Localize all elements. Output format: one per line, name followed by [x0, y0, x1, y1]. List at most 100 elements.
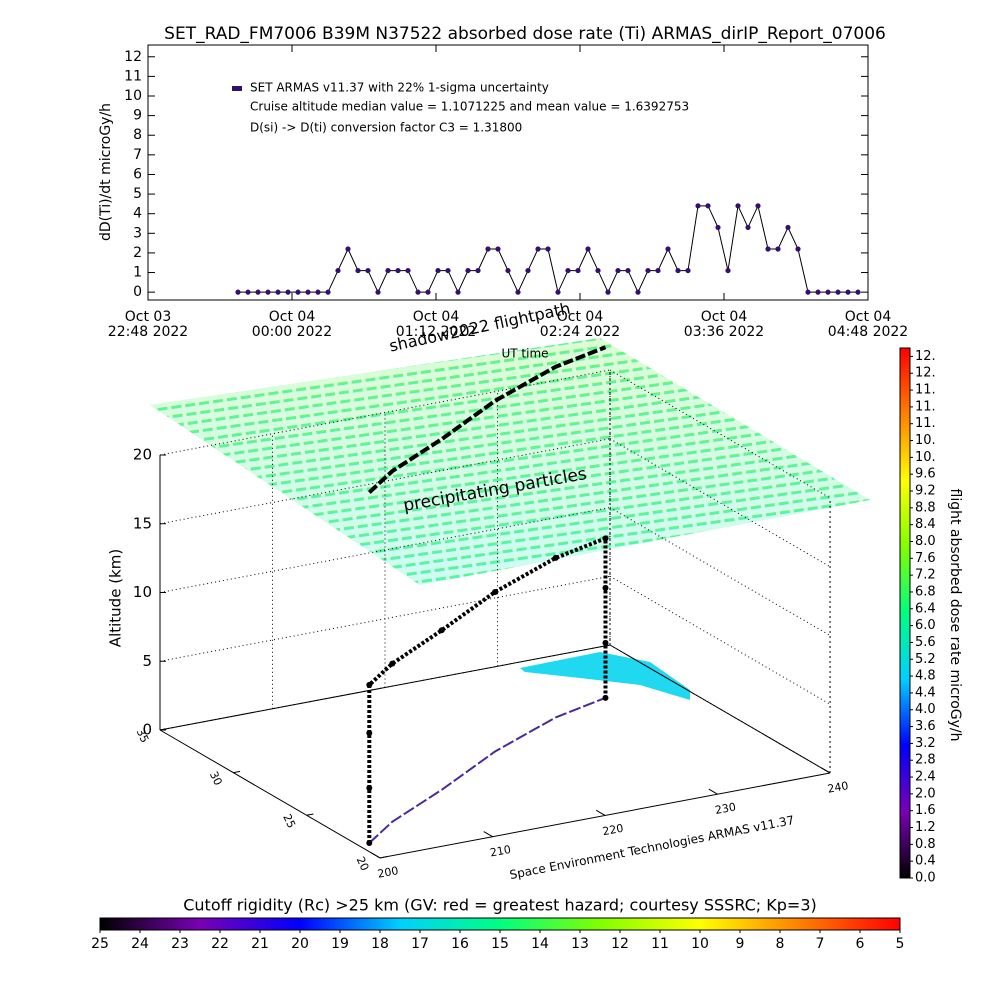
data-point [605, 289, 611, 295]
colorbar-tick-label: 7 [816, 936, 825, 952]
flight-path [367, 535, 608, 844]
data-point [835, 289, 841, 295]
data-point [745, 224, 751, 231]
data-point [365, 267, 371, 274]
colorbar-tick-label: 7.2 [915, 568, 936, 583]
colorbar-tick-label: 22 [211, 936, 229, 952]
colorbar-tick-label: 15 [491, 936, 509, 952]
colorbar-tick-label: 6 [856, 936, 865, 952]
flight-point [438, 627, 445, 634]
data-point [855, 289, 861, 295]
colorbar-tick-label: 12. [915, 366, 936, 381]
x-tick-label: Oct 04 [413, 309, 460, 325]
data-point [575, 267, 581, 274]
y-tick-label: 4 [133, 206, 142, 222]
flight-point [602, 535, 609, 542]
annotation: UT time [501, 347, 548, 361]
sheet-shadow [367, 345, 607, 494]
data-point [635, 289, 641, 295]
grid-line [609, 575, 831, 705]
y-tick-label: 7 [133, 147, 142, 163]
colorbar-tick-label: 1.6 [915, 803, 936, 818]
data-point [245, 289, 251, 295]
data-point [735, 203, 741, 209]
colorbar-tick-label: 25 [91, 936, 109, 952]
colorbar-tick-label: 9.6 [915, 467, 936, 482]
colorbar-tick-label: 8.8 [915, 500, 936, 515]
colorbar-tick-label: 8.4 [915, 517, 936, 532]
colorbar-tick-label: 18 [371, 936, 389, 952]
data-point [805, 289, 811, 295]
data-point [845, 289, 851, 295]
y-tick-label: 12 [124, 49, 142, 65]
y-axis-label: dD(Ti)/dt microGy/h [98, 103, 114, 241]
colorbar [99, 917, 901, 931]
y-tick-label: 11 [124, 68, 142, 84]
data-point [655, 267, 661, 274]
x-tick-label: 02:24 2022 [540, 324, 620, 340]
flight-point [366, 681, 373, 688]
colorbar-tick-label: 6.8 [915, 584, 936, 599]
data-point [765, 246, 771, 252]
flight-point [366, 840, 373, 847]
flight-point [552, 554, 559, 561]
data-point [475, 267, 481, 274]
x-tick-label: 200 [376, 864, 399, 880]
data-point [455, 289, 461, 295]
data-point [595, 267, 601, 274]
colorbar-tick-label: 10. [915, 433, 936, 448]
grid-line [609, 369, 831, 499]
y-tick-label: 1 [133, 265, 142, 281]
data-point [385, 267, 391, 274]
y-tick [233, 770, 241, 774]
colorbar-tick-label: 21 [251, 936, 269, 952]
x-tick-label: 220 [601, 822, 624, 838]
x-tick [483, 831, 493, 838]
flight-point [366, 730, 373, 737]
y-tick-label: 10 [124, 88, 142, 104]
data-point [505, 267, 511, 274]
particle-sheet-texture [150, 338, 870, 585]
z-tick-label: 5 [142, 652, 152, 670]
flight-point [602, 694, 609, 701]
colorbar-tick-label: 13 [571, 936, 589, 952]
colorbar-tick-label: 11. [915, 416, 936, 431]
x-tick-label: Oct 04 [557, 309, 604, 325]
y-tick-label: 2 [133, 245, 142, 261]
flight-point [366, 785, 373, 792]
x-tick [595, 809, 606, 816]
grid-line [159, 369, 611, 456]
data-point [465, 267, 471, 274]
colorbar-tick-label: 5.6 [915, 635, 936, 650]
data-point [425, 289, 431, 295]
y-tick-label: 0 [133, 284, 142, 300]
x-tick-label: 22:48 2022 [108, 324, 188, 340]
colorbar-tick-label: 2.0 [915, 786, 936, 801]
floor-shadow [368, 696, 606, 844]
data-point [555, 289, 561, 295]
z-tick-label: 20 [133, 446, 152, 464]
data-point [815, 289, 821, 295]
colorbar-label: flight absorbed dose rate microGy/h [947, 489, 963, 742]
data-point [255, 289, 261, 295]
colorbar-tick-label: 2.8 [915, 753, 936, 768]
z-tick-label: 10 [133, 583, 152, 601]
data-point [325, 289, 331, 295]
colorbar-tick-label: 16 [451, 936, 469, 952]
colorbar-tick-label: 11. [915, 383, 936, 398]
annotation: Cruise altitude median value = 1.1071225… [250, 100, 689, 114]
y-tick-label: 30 [207, 769, 225, 787]
colorbar-tick-label: 10. [915, 450, 936, 465]
colorbar-tick-label: 4.0 [915, 702, 936, 717]
y-tick [306, 813, 314, 816]
colorbar-tick-label: 12 [611, 936, 629, 952]
data-point [775, 246, 781, 252]
x-tick-label: Oct 03 [125, 309, 171, 325]
data-point [495, 246, 501, 252]
colorbar-tick-label: 14 [531, 936, 549, 952]
colorbar-tick-label: 9 [736, 936, 745, 952]
data-point [665, 246, 671, 252]
y-tick-label: 5 [133, 186, 142, 202]
colorbar-tick-label: 12. [915, 349, 936, 364]
colorbar-tick-label: 0.8 [915, 837, 936, 852]
